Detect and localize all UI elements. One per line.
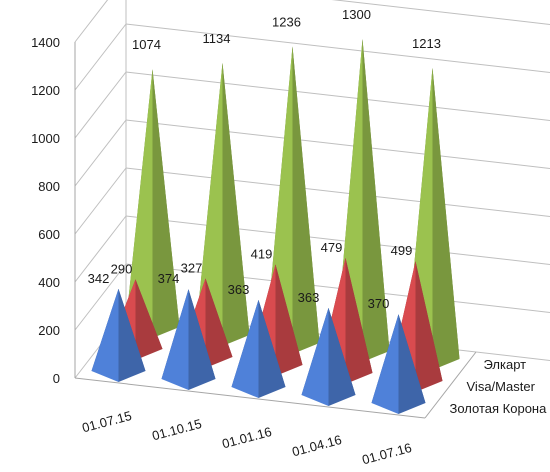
pyramid xyxy=(371,314,426,414)
gridline-side xyxy=(74,0,109,43)
pyramid-side-face xyxy=(345,258,373,384)
x-tick-label: 01.01.16 xyxy=(220,424,273,452)
pyramid-side-face xyxy=(362,39,390,362)
x-tick-label: 01.04.16 xyxy=(290,432,343,460)
y-tick-label: 200 xyxy=(38,323,60,338)
pyramid-side-face xyxy=(398,314,426,414)
pyramid-front-face xyxy=(301,307,329,406)
pyramid-front-face xyxy=(371,314,399,414)
data-label: 370 xyxy=(368,296,390,311)
x-axis-ticks: 01.07.15 01.10.15 01.01.16 01.04.16 01.07.16 xyxy=(80,408,413,468)
gridline-side xyxy=(74,23,127,91)
gridline-side xyxy=(74,71,127,139)
data-label: 499 xyxy=(391,243,413,258)
floor-right-edge xyxy=(424,351,477,419)
pyramid xyxy=(231,299,286,398)
pyramid xyxy=(125,69,180,339)
data-label: 1236 xyxy=(272,14,301,29)
series-label: Visa/Master xyxy=(467,379,536,394)
series-label: Элкарт xyxy=(484,357,527,372)
pyramids xyxy=(91,39,460,414)
pyramid-front-face xyxy=(91,288,119,382)
pyramid-side-face xyxy=(152,69,180,339)
pyramid-side-face xyxy=(205,278,233,368)
pyramid xyxy=(91,288,146,382)
pyramid-front-face xyxy=(195,62,223,347)
gridline xyxy=(125,167,550,217)
pyramid-front-face xyxy=(161,289,189,390)
pyramid-side-face xyxy=(135,279,163,360)
y-tick-label: 0 xyxy=(53,371,60,386)
gridline-side xyxy=(74,263,127,331)
data-label: 363 xyxy=(298,290,320,305)
y-tick-label: 1000 xyxy=(31,131,60,146)
data-label: 1074 xyxy=(132,37,161,52)
x-tick-label: 01.10.15 xyxy=(150,416,203,444)
pyramid-side-face xyxy=(292,46,320,355)
data-label: 342 xyxy=(88,271,110,286)
pyramid-side-face xyxy=(118,288,146,382)
pyramid-side-face xyxy=(222,62,250,347)
data-label: 290 xyxy=(111,261,133,276)
y-tick-label: 800 xyxy=(38,179,60,194)
pyramid xyxy=(195,62,250,347)
pyramid xyxy=(161,289,216,390)
pyramid xyxy=(301,307,356,406)
gridline-side xyxy=(74,167,127,235)
y-tick-label: 400 xyxy=(38,275,60,290)
gridline xyxy=(125,119,550,169)
gridline xyxy=(125,215,550,265)
gridline-side xyxy=(74,119,127,187)
series-label: Золотая Корона xyxy=(450,401,548,416)
data-label: 1213 xyxy=(412,36,441,51)
pyramid-side-face xyxy=(258,299,286,398)
gridline xyxy=(125,23,550,73)
pyramid-side-face xyxy=(275,264,303,376)
x-tick-label: 01.07.16 xyxy=(360,440,413,468)
pyramid-front-face xyxy=(231,299,259,398)
pyramid-side-face xyxy=(188,289,216,390)
pyramid-side-face xyxy=(432,67,460,370)
data-label: 1134 xyxy=(203,31,231,46)
gridline xyxy=(331,0,550,25)
y-tick-label: 600 xyxy=(38,227,60,242)
series-labels: Золотая Корона Visa/Master Элкарт xyxy=(450,357,548,416)
pyramid-side-face xyxy=(415,261,443,392)
data-label: 479 xyxy=(321,240,343,255)
pyramid-front-face xyxy=(125,69,153,339)
y-tick-label: 1200 xyxy=(31,83,60,98)
x-axis-line xyxy=(74,377,426,419)
data-label: 374 xyxy=(158,271,180,286)
gridline xyxy=(125,263,550,313)
y-axis-ticks: 0 200 400 600 800 1000 1200 1400 xyxy=(31,35,60,386)
data-label: 419 xyxy=(251,246,273,261)
gridline xyxy=(125,71,550,121)
data-label: 327 xyxy=(181,261,203,276)
x-tick-label: 01.07.15 xyxy=(80,408,133,436)
gridline-side xyxy=(74,215,127,283)
pyramid-side-face xyxy=(328,307,356,406)
grid xyxy=(74,0,550,419)
data-label: 1300 xyxy=(342,7,371,22)
data-label: 363 xyxy=(228,282,250,297)
data-labels: 1074 1134 1236 1300 1213 290 327 419 479 499 342 37… xyxy=(88,7,441,311)
y-tick-label: 1400 xyxy=(31,35,60,50)
